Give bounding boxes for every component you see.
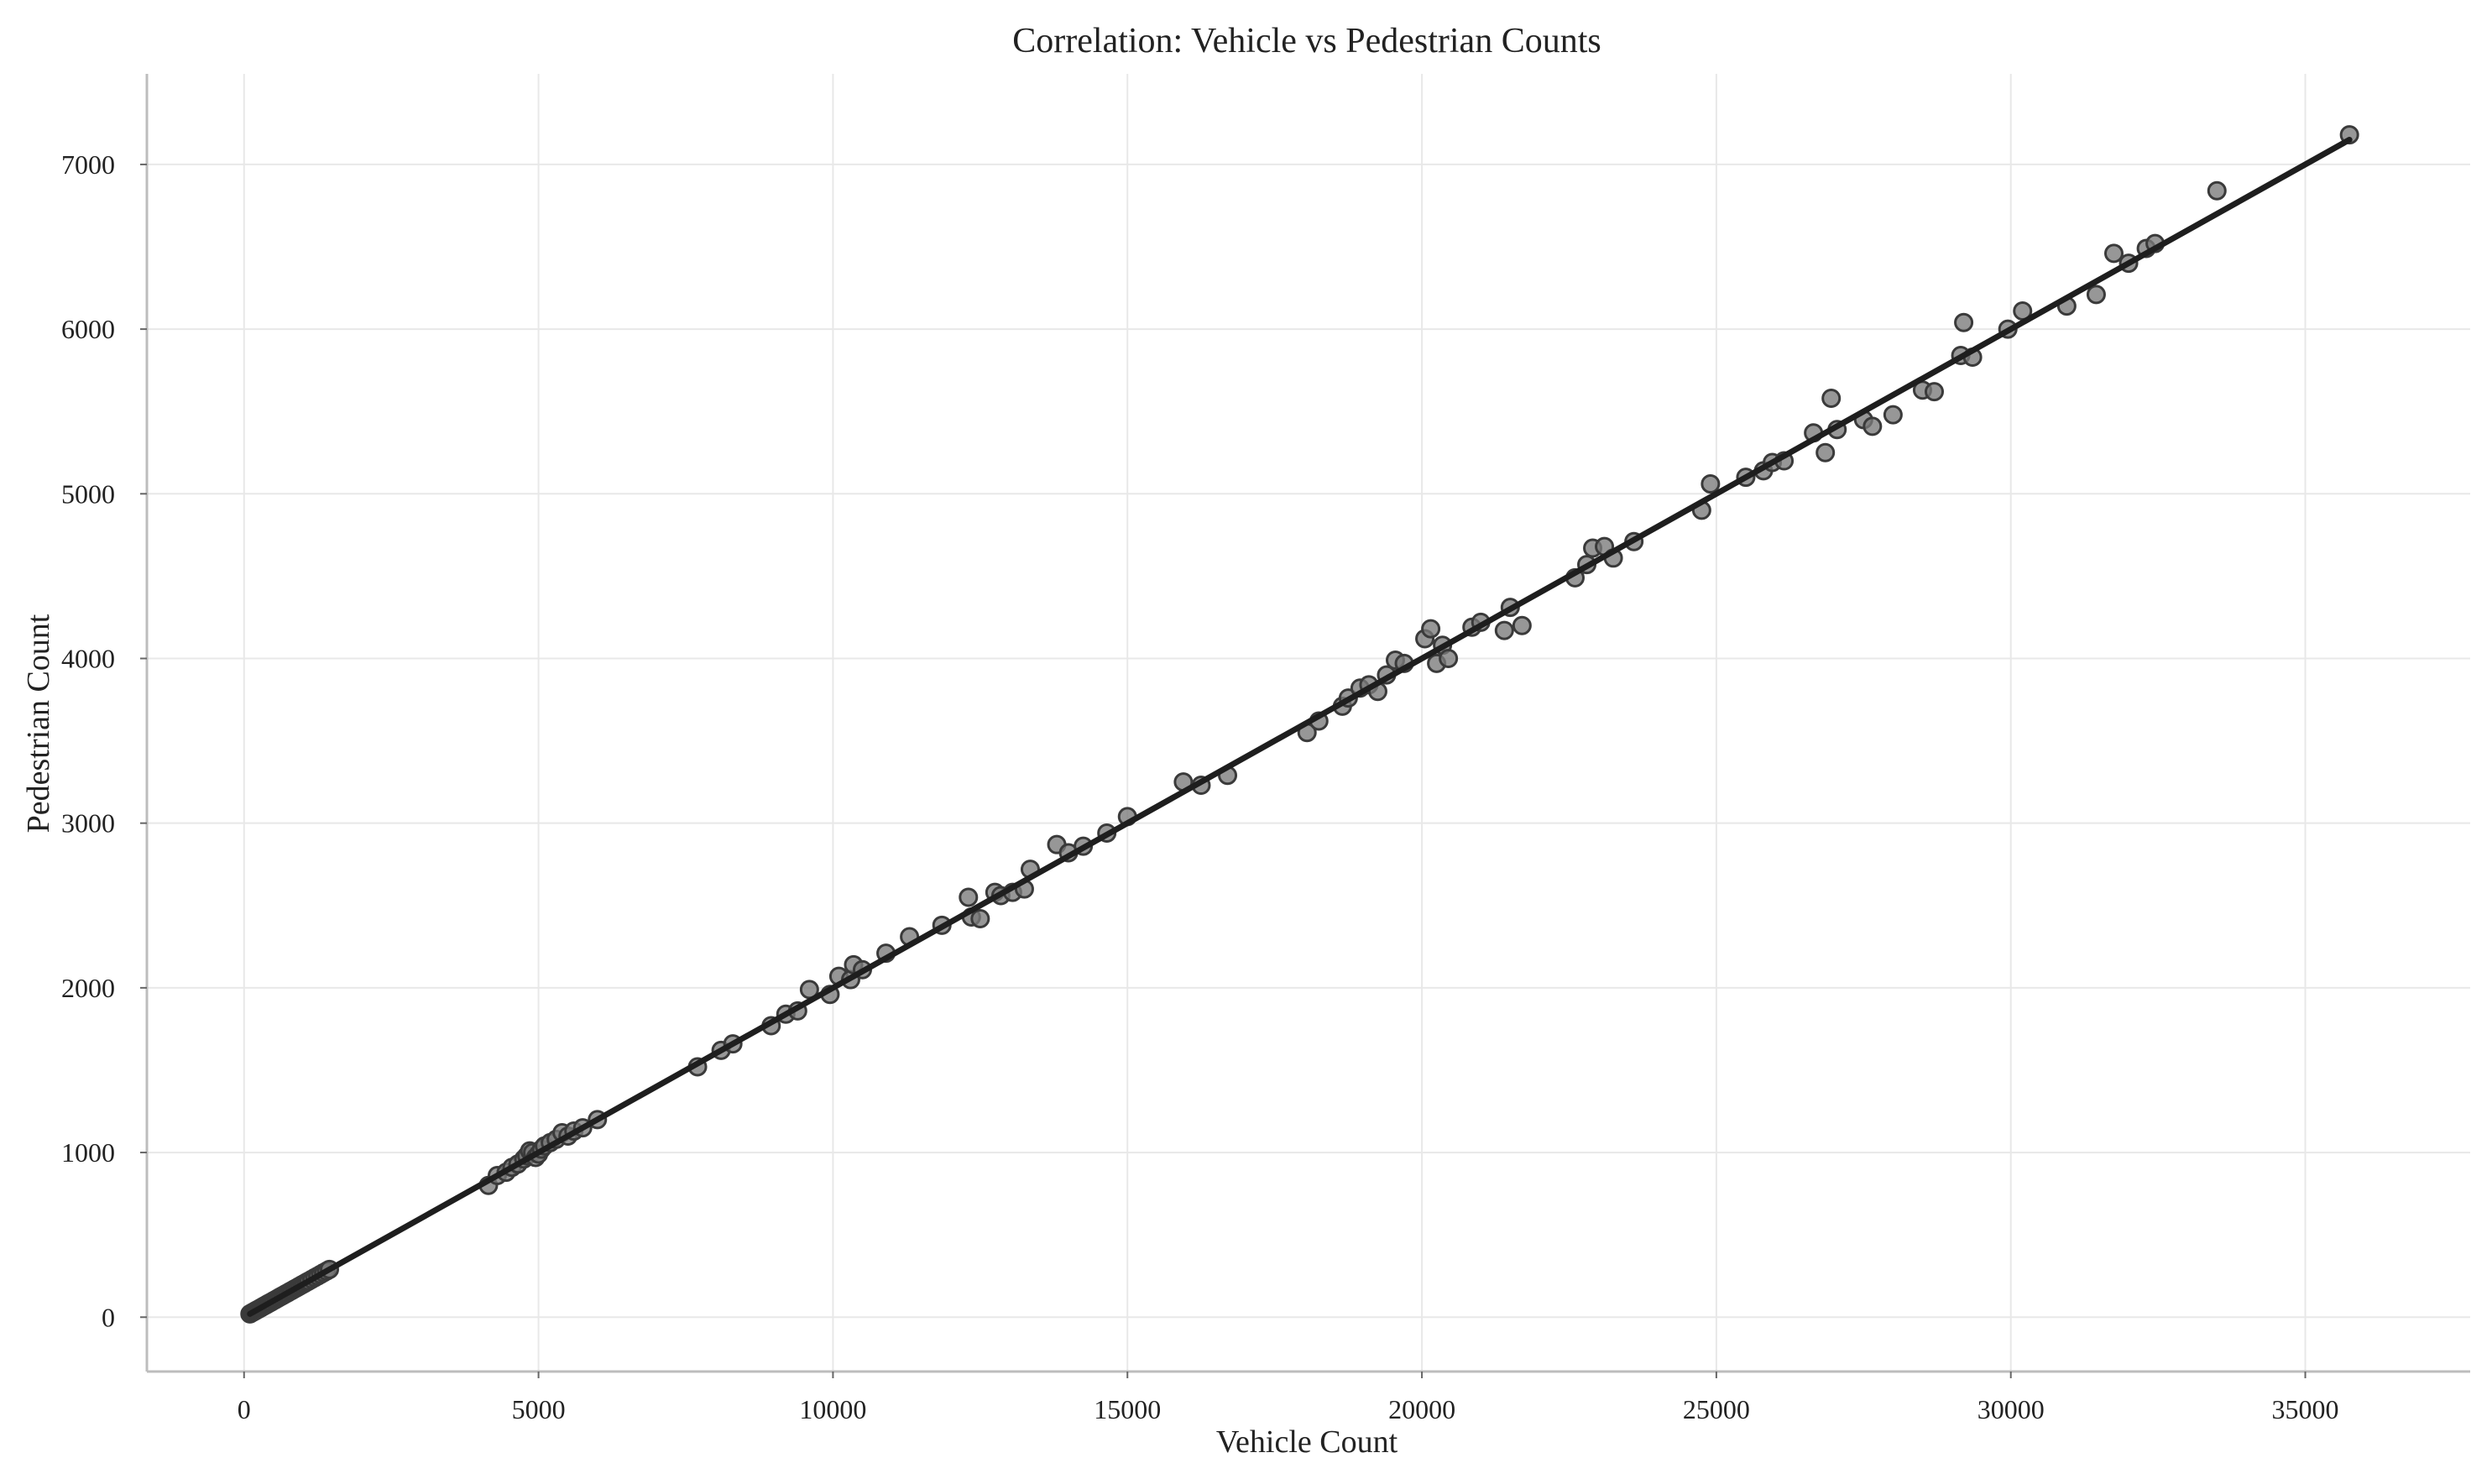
axis-ticks: 0 5000 10000 15000 20000 25000 30000 35000 0 1000… xyxy=(61,149,2339,1424)
data-point xyxy=(970,908,990,928)
data-point xyxy=(2104,243,2124,264)
data-point xyxy=(2207,180,2227,201)
chart-title: Correlation: Vehicle vs Pedestrian Count… xyxy=(1012,22,1601,60)
x-axis-label: Vehicle Count xyxy=(1216,1424,1398,1460)
x-tick-label: 20000 xyxy=(1388,1394,1455,1424)
regression-line xyxy=(247,136,2353,1317)
data-point xyxy=(1815,442,1836,462)
y-tick-label: 6000 xyxy=(61,314,115,344)
data-point xyxy=(1954,312,1974,332)
y-tick-label: 3000 xyxy=(61,808,115,839)
data-point xyxy=(1439,648,1459,668)
x-tick-label: 25000 xyxy=(1683,1394,1750,1424)
x-tick-label: 15000 xyxy=(1094,1394,1161,1424)
data-point xyxy=(1512,615,1532,635)
grid-lines xyxy=(147,74,2470,1372)
y-tick-label: 0 xyxy=(102,1302,115,1332)
data-point xyxy=(959,887,979,907)
data-point xyxy=(1421,619,1441,639)
y-tick-label: 4000 xyxy=(61,643,115,673)
data-point xyxy=(1701,474,1721,494)
x-tick-label: 5000 xyxy=(512,1394,566,1424)
y-tick-label: 1000 xyxy=(61,1137,115,1168)
data-point xyxy=(1821,389,1842,408)
data-point xyxy=(1494,620,1514,640)
y-axis-label: Pedestrian Count xyxy=(21,614,56,833)
x-tick-label: 0 xyxy=(238,1394,251,1424)
x-tick-label: 10000 xyxy=(799,1394,866,1424)
regression-line-group xyxy=(247,136,2353,1317)
x-tick-label: 30000 xyxy=(1977,1394,2045,1424)
axes-spines xyxy=(145,74,2470,1373)
y-tick-label: 7000 xyxy=(61,149,115,180)
y-tick-label: 5000 xyxy=(61,478,115,509)
data-point xyxy=(1883,405,1903,425)
y-tick-label: 2000 xyxy=(61,973,115,1003)
data-point xyxy=(1925,382,1945,402)
data-point xyxy=(1862,416,1883,436)
x-tick-label: 35000 xyxy=(2272,1394,2339,1424)
data-point xyxy=(2086,285,2106,305)
